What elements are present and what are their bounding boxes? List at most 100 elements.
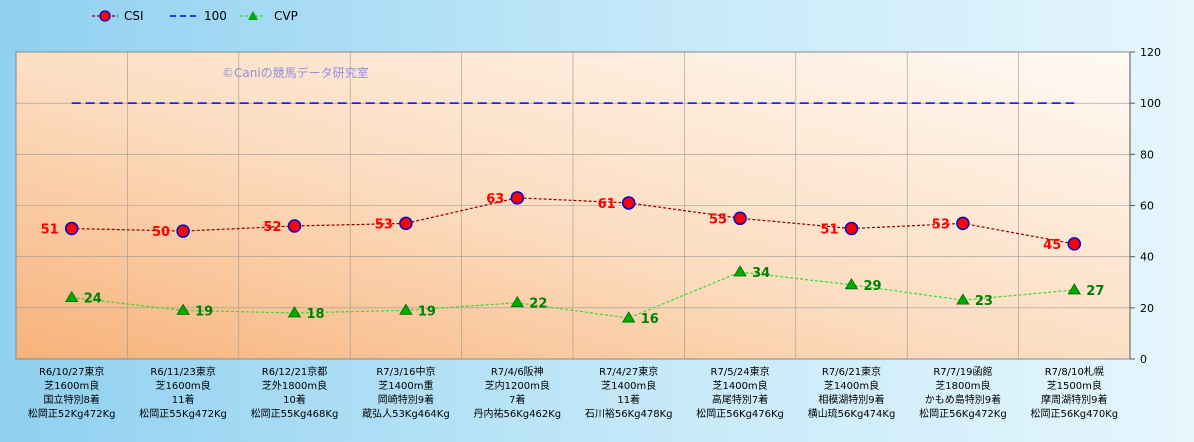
cvp-point (287, 306, 302, 318)
x-category-line: 芝1600m良 (155, 379, 210, 392)
x-category-line: R7/6/21東京 (822, 365, 881, 378)
x-category-line: 芝1600m良 (44, 379, 99, 392)
csi-point (844, 221, 859, 236)
cvp-point (956, 293, 970, 305)
series-csi-line (71, 197, 1075, 245)
csi-point (621, 196, 636, 210)
x-category-line: 芝1500m良 (1047, 379, 1102, 392)
x-category-line: 芝1400m良 (712, 379, 767, 392)
watermark: ©Caniの競馬データ研究室 (222, 65, 369, 80)
legend-csi-marker (99, 10, 111, 22)
csi-data-label: 51 (820, 223, 838, 238)
y-tick-label: 20 (1140, 302, 1154, 315)
legend-csi-label: CSI (124, 9, 144, 23)
x-category-line: 松岡正55Kg468Kg (251, 407, 339, 420)
x-category-line: R7/7/19函館 (933, 365, 992, 378)
legend-cvp-label: CVP (274, 9, 298, 23)
x-category-line: R7/8/10札幌 (1045, 365, 1104, 378)
chart-series: 51 50 52 53 63 61 55 51 53 45 24 19 18 19 22 16 34 29 23 27 (41, 102, 1104, 327)
cvp-point (510, 295, 525, 308)
csi-data-label: 63 (486, 192, 504, 207)
csi-data-label: 55 (709, 212, 727, 227)
cvp-data-label: 19 (418, 304, 436, 319)
x-category-line: 7着 (509, 393, 525, 406)
cvp-point (64, 290, 79, 303)
cvp-point (176, 303, 190, 315)
cvp-data-label: 23 (975, 294, 993, 309)
x-category-line: 横山琉56Kg474Kg (808, 407, 896, 420)
cvp-point (399, 303, 413, 315)
x-category-line: R6/11/23東京 (150, 365, 216, 378)
y-tick-label: 120 (1140, 46, 1161, 59)
csi-point (399, 216, 413, 231)
cvp-point (621, 311, 636, 323)
x-category-line: 芝1400m重 (378, 379, 433, 392)
x-category-line: R6/10/27東京 (39, 365, 105, 378)
cvp-data-label: 34 (752, 266, 770, 281)
x-category-line: 芝内1200m良 (485, 379, 550, 392)
x-category-line: 松岡正56Kg470Kg (1030, 407, 1118, 420)
csi-point (287, 219, 302, 233)
y-tick-label: 60 (1140, 200, 1154, 213)
x-category-line: R6/12/21京都 (262, 365, 328, 378)
csi-point (510, 191, 525, 205)
csi-data-label: 52 (263, 220, 281, 235)
x-category-line: 松岡正56Kg472Kg (919, 407, 1007, 420)
x-category-line: 石川裕56Kg478Kg (585, 407, 673, 420)
x-category-line: 芝1800m良 (935, 379, 990, 392)
x-category-line: 蔵弘人53Kg464Kg (362, 407, 450, 420)
x-category-line: 芝1400m良 (824, 379, 879, 392)
csi-point (956, 216, 970, 231)
csi-data-label: 53 (375, 217, 393, 232)
x-category-line: 丹内祐56Kg462Kg (473, 407, 561, 420)
x-category-line: R7/4/6阪神 (491, 365, 544, 378)
x-category-line: 11着 (172, 393, 195, 406)
x-category-line: 芝1400m良 (601, 379, 656, 392)
csi-point (176, 224, 190, 238)
csi-data-label: 50 (152, 225, 170, 240)
cvp-data-label: 27 (1086, 284, 1104, 299)
csi-point (64, 221, 79, 236)
x-category-line: 10着 (283, 393, 306, 406)
x-category-line: 松岡正52Kg472Kg (28, 407, 116, 420)
legend-cvp-marker (248, 11, 258, 20)
csi-point (1067, 237, 1082, 251)
cvp-data-label: 22 (529, 297, 547, 312)
csi-data-label: 61 (598, 197, 616, 212)
y-axis: 0 20 40 60 80 100 120 (1129, 46, 1161, 366)
y-tick-label: 0 (1140, 353, 1147, 366)
x-category-line: R7/3/16中京 (376, 365, 435, 378)
x-category-line: 高尾特別7着 (712, 393, 768, 406)
cvp-data-label: 24 (84, 292, 102, 307)
x-category-line: R7/5/24東京 (711, 365, 770, 378)
x-category-line: 松岡正55Kg472Kg (139, 407, 227, 420)
csi-point (733, 211, 747, 226)
x-category-line: 摩周湖特別9着 (1041, 393, 1107, 406)
cvp-data-label: 16 (641, 312, 659, 327)
x-category-line: 11着 (617, 393, 640, 406)
cvp-point (733, 265, 747, 277)
x-category-line: R7/4/27東京 (599, 365, 658, 378)
x-category-line: 相模湖特別9着 (818, 393, 884, 406)
chart-legend: CSI 100 CVP (92, 9, 298, 23)
y-tick-label: 80 (1140, 148, 1154, 161)
x-category-line: 松岡正56Kg476Kg (696, 407, 784, 420)
x-category-line: 国立特別8着 (44, 393, 100, 406)
y-tick-label: 40 (1140, 251, 1154, 264)
cvp-data-label: 18 (307, 307, 325, 322)
cvp-data-label: 29 (864, 279, 882, 294)
csi-data-label: 51 (41, 223, 59, 238)
x-category-line: 芝外1800m良 (262, 379, 327, 392)
x-category-line: 岡崎特別9着 (378, 393, 434, 406)
y-tick-label: 100 (1140, 97, 1161, 110)
